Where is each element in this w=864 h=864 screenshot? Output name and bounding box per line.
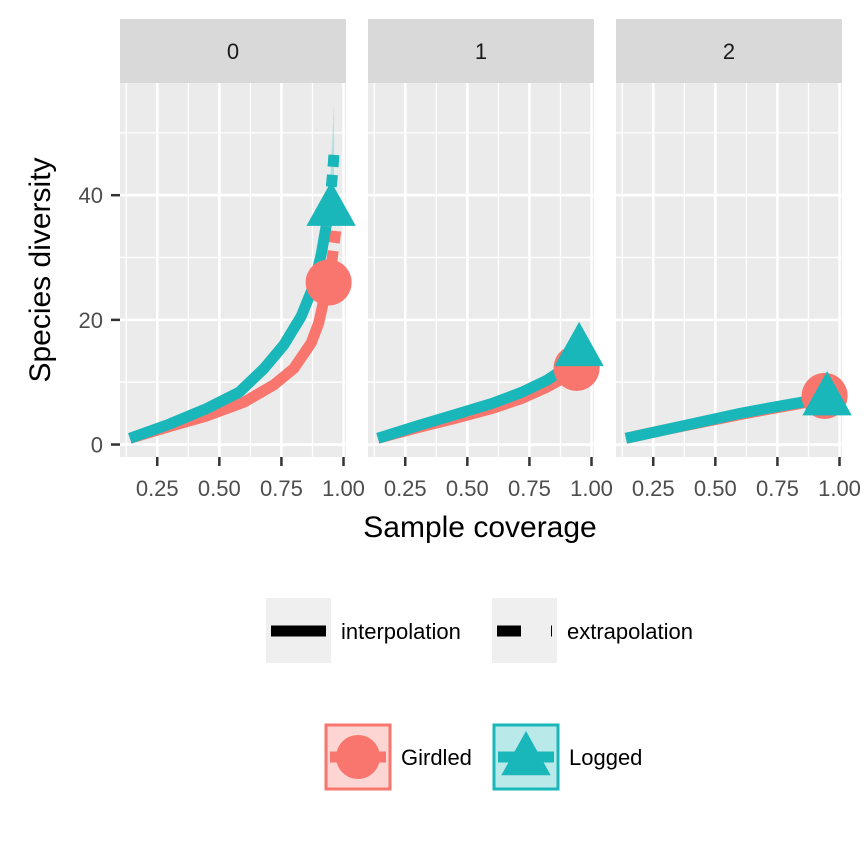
- facet-strip-label: 0: [227, 39, 239, 64]
- legend-circle-icon: [336, 735, 380, 779]
- facet-strips: 0 1 2: [120, 19, 842, 83]
- facet-panel-0: [120, 83, 356, 457]
- facet-panels: [120, 83, 852, 457]
- observed-point-logged: [306, 181, 356, 226]
- facet-strip-bg: [616, 19, 842, 83]
- x-axis-panel-2: 0.25 0.50 0.75 1.00: [632, 457, 861, 501]
- observed-point-logged: [802, 371, 852, 416]
- x-tick-label: 0.75: [508, 476, 551, 501]
- x-tick-label: 0.75: [260, 476, 303, 501]
- legend-label-logged: Logged: [569, 745, 642, 770]
- x-tick-label: 1.00: [570, 476, 613, 501]
- facet-panel-2: [616, 83, 852, 457]
- facet-strip-label: 2: [723, 39, 735, 64]
- observed-point-girdled: [305, 259, 352, 306]
- x-tick-label: 0.75: [756, 476, 799, 501]
- x-tick-label: 0.50: [446, 476, 489, 501]
- x-tick-label: 1.00: [818, 476, 861, 501]
- extrapolation-line-logged: [320, 152, 340, 228]
- facet-strip-bg: [120, 19, 346, 83]
- x-tick-label: 0.50: [694, 476, 737, 501]
- x-tick-label: 0.50: [198, 476, 241, 501]
- legend-label-girdled: Girdled: [401, 745, 472, 770]
- facet-strip-bg: [368, 19, 594, 83]
- legend-groups: Girdled Logged: [324, 723, 642, 791]
- x-tick-label: 1.00: [322, 476, 365, 501]
- x-tick-label: 0.25: [136, 476, 179, 501]
- facet-strip-label: 1: [475, 39, 487, 64]
- x-tick-label: 0.25: [384, 476, 427, 501]
- legend-label-interpolation: interpolation: [341, 619, 461, 644]
- x-axis-panel-0: 0.25 0.50 0.75 1.00: [136, 457, 365, 501]
- legend-label-extrapolation: extrapolation: [567, 619, 693, 644]
- x-axes: 0.25 0.50 0.75 1.00 0.25 0.50 0.75 1.00 0.25 0.50…: [136, 457, 861, 501]
- observed-point-logged: [554, 321, 604, 367]
- y-tick-label: 20: [79, 308, 103, 333]
- x-tick-label: 0.25: [632, 476, 675, 501]
- facet-panel-1: [368, 83, 604, 457]
- x-axis-title: Sample coverage: [363, 511, 596, 544]
- y-tick-label: 40: [79, 183, 103, 208]
- legend-linetype: interpolation extrapolation: [266, 598, 693, 663]
- y-axis: 0 20 40: [79, 183, 120, 458]
- x-axis-panel-1: 0.25 0.50 0.75 1.00: [384, 457, 613, 501]
- legend-triangle-icon: [501, 731, 551, 776]
- y-tick-label: 0: [91, 433, 103, 458]
- y-axis-title: Species diversity: [24, 157, 57, 382]
